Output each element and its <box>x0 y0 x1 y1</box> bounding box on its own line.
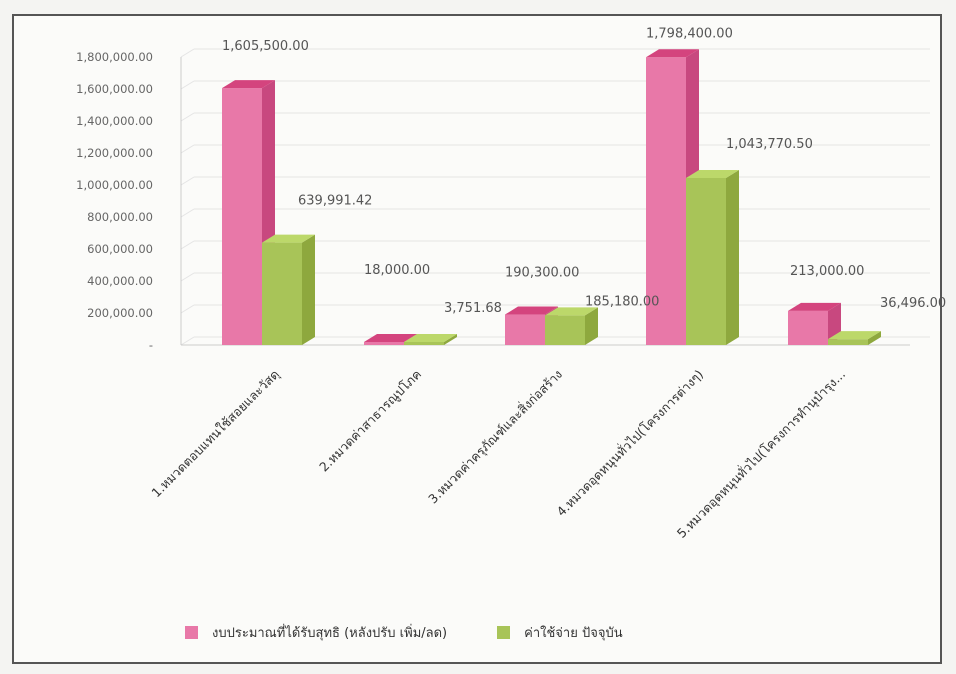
legend: งบประมาณที่ได้รับสุทธิ (หลังปรับ เพิ่ม/ล… <box>185 622 673 643</box>
gridline-depth <box>180 336 195 346</box>
bar <box>686 169 739 345</box>
y-tick-label: 200,000.00 <box>87 306 153 320</box>
bar-side <box>444 334 457 345</box>
bar-front <box>828 339 868 345</box>
x-tick-labels: 1.หมวดตอบแทนใช้สอยและวัสดุ 2.หมวดค่าสาธาร… <box>148 366 848 542</box>
bar-side <box>585 307 598 345</box>
category-label: 1.หมวดตอบแทนใช้สอยและวัสดุ <box>148 367 282 501</box>
y-tick-label: 1,800,000.00 <box>76 50 153 64</box>
gridline-depth <box>180 240 195 250</box>
y-tick-label: 1,400,000.00 <box>76 114 153 128</box>
bar <box>828 331 881 345</box>
legend-label-expense: ค่าใช้จ่าย ปัจจุบัน <box>524 626 623 641</box>
bar-top <box>646 49 699 58</box>
series-expense: 639,991.42 3,751.68 185,180.00 1,043,770.50… <box>262 137 946 345</box>
legend-item-budget: งบประมาณที่ได้รับสุทธิ (หลังปรับ เพิ่ม/ล… <box>185 622 447 643</box>
data-label: 639,991.42 <box>298 194 372 209</box>
y-tick-label: 400,000.00 <box>87 274 153 288</box>
bar-side <box>726 169 739 345</box>
category-label: 3.หมวดค่าครุภัณฑ์และสิ่งก่อสร้าง <box>424 366 565 507</box>
data-label: 213,000.00 <box>790 264 864 279</box>
gridline-depth <box>180 208 195 218</box>
legend-swatch-expense <box>497 626 511 639</box>
chart-frame <box>12 14 942 664</box>
bar-top <box>828 331 881 340</box>
gridline-depth <box>180 272 195 282</box>
data-label: 36,496.00 <box>880 296 946 311</box>
y-tick-label: 800,000.00 <box>87 210 153 224</box>
gridline-depth <box>180 48 195 58</box>
category-label: 2.หมวดค่าสาธารณูปโภค <box>316 367 425 476</box>
bar-front <box>364 342 404 345</box>
bar-top <box>686 169 739 178</box>
bar-top <box>505 306 558 315</box>
bar-front <box>686 177 726 345</box>
bar-front <box>505 314 545 345</box>
data-label: 18,000.00 <box>364 263 430 278</box>
bar-front <box>646 57 686 345</box>
bar-front <box>788 310 828 345</box>
bar <box>262 234 315 345</box>
gridline-depth <box>180 176 195 186</box>
bar-side <box>302 234 315 345</box>
bar <box>404 334 457 345</box>
y-tick-label: 1,000,000.00 <box>76 178 153 192</box>
gridline-depth <box>180 144 195 154</box>
legend-swatch-budget <box>185 626 198 639</box>
gridline-depth <box>180 112 195 122</box>
data-label: 185,180.00 <box>585 294 659 309</box>
series-budget: 1,605,500.00 18,000.00 190,300.00 1,798,400… <box>222 26 864 346</box>
data-label: 1,605,500.00 <box>222 39 309 54</box>
category-label: 4.หมวดอุดหนุนทั่วไป(โครงการต่างๆ) <box>553 366 707 520</box>
bar-top <box>404 334 457 342</box>
y-tick-label: 1,200,000.00 <box>76 146 153 160</box>
bar-top <box>262 234 315 243</box>
legend-item-expense: ค่าใช้จ่าย ปัจจุบัน <box>497 622 623 643</box>
data-label: 1,798,400.00 <box>646 26 733 41</box>
bar <box>545 307 598 345</box>
bar-top <box>364 334 417 342</box>
gridline-depth <box>180 304 195 314</box>
bar-front <box>545 315 585 345</box>
bar-top <box>545 307 598 316</box>
gridline-depth <box>180 80 195 90</box>
data-label: 1,043,770.50 <box>726 137 813 152</box>
bar-front <box>222 88 262 346</box>
y-tick-label: 1,600,000.00 <box>76 82 153 96</box>
bar-front <box>404 342 444 345</box>
bar-front <box>262 242 302 345</box>
category-label: 5.หมวดอุดหนุนทั่วไป(โครงการทำนุบำรุง... <box>673 366 849 542</box>
y-tick-label: - <box>149 338 153 352</box>
data-label: 3,751.68 <box>444 301 502 316</box>
bar-top <box>788 302 841 311</box>
y-tick-label: 600,000.00 <box>87 242 153 256</box>
data-label: 190,300.00 <box>505 266 579 281</box>
legend-label-budget: งบประมาณที่ได้รับสุทธิ (หลังปรับ เพิ่ม/ล… <box>212 626 448 641</box>
bar-top <box>222 80 275 89</box>
bar-side <box>868 331 881 345</box>
